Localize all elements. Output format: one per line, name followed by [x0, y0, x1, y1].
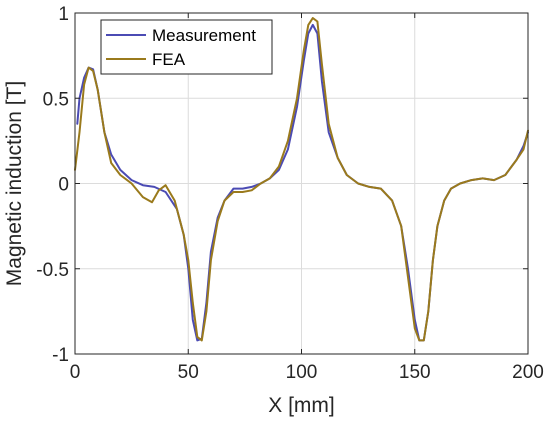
legend-box — [100, 19, 273, 75]
y-tick-label: 0.5 — [43, 89, 69, 110]
y-tick-label: 1 — [58, 4, 69, 25]
y-tick-label: -0.5 — [36, 260, 69, 281]
x-tick-label: 200 — [512, 362, 544, 383]
y-axis-label: Magnetic induction [T] — [3, 81, 26, 286]
y-tick-label: 0 — [58, 175, 69, 196]
series-group — [74, 17, 529, 342]
series-line-fea — [74, 17, 529, 342]
legend-label-measurement: Measurement — [152, 26, 256, 45]
legend: Measurement FEA — [100, 19, 273, 75]
x-tick-label: 0 — [70, 362, 81, 383]
x-tick-label: 150 — [399, 362, 431, 383]
x-axis-label: X [mm] — [268, 394, 335, 417]
x-tick-label: 100 — [286, 362, 318, 383]
ticks: 0 50 100 150 200 -1 -0.5 0 0.5 1 — [36, 4, 544, 383]
y-tick-label: -1 — [52, 345, 69, 366]
legend-label-fea: FEA — [152, 50, 186, 69]
x-tick-label: 50 — [178, 362, 199, 383]
